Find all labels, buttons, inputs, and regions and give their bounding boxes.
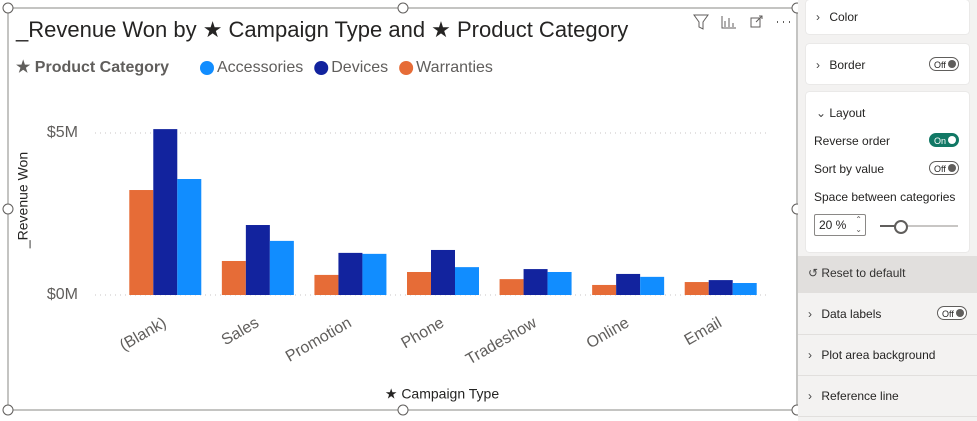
bar: [640, 276, 665, 295]
legend-title: ★ Product Category: [16, 59, 169, 76]
bar: [592, 284, 617, 295]
bar: [362, 253, 387, 295]
bar: [314, 274, 339, 295]
section-label: Border: [829, 58, 866, 72]
bar: [523, 269, 548, 295]
legend-label: Warranties: [416, 59, 493, 76]
bar: [431, 249, 455, 295]
x-axis-title: ★ Campaign Type: [385, 386, 499, 402]
toggle[interactable]: On: [929, 133, 959, 147]
option-label: Sort by value: [814, 162, 885, 176]
bar: [616, 273, 641, 295]
separator: [798, 416, 977, 417]
chart: _Revenue Won by ★ Campaign Type and ★ Pr…: [2, 2, 798, 416]
separator: [798, 334, 977, 335]
bar: [338, 252, 363, 295]
bar: [455, 267, 479, 295]
legend-label: Devices: [331, 59, 388, 76]
toggle[interactable]: Off: [929, 161, 959, 175]
visual-header-icons[interactable]: [693, 14, 790, 30]
y-tick-label: $5M: [47, 124, 78, 141]
section-label: Color: [829, 10, 859, 24]
legend-marker: [399, 61, 414, 75]
section-label[interactable]: Data labels: [821, 307, 882, 321]
bar: [153, 129, 178, 295]
bar: [245, 225, 270, 295]
bar: [269, 240, 294, 295]
section-label[interactable]: Reference line: [821, 389, 899, 403]
legend-label: Accessories: [217, 59, 303, 76]
slider-thumb[interactable]: [894, 220, 908, 234]
reset-label: Reset to default: [821, 266, 906, 280]
bar: [547, 271, 572, 295]
border-card[interactable]: › Border Off: [806, 44, 969, 84]
layout-card: ⌄ Layout Reverse order On Sort by value …: [806, 92, 969, 252]
legend-marker: [200, 61, 214, 75]
reset-band[interactable]: ↺ Reset to default: [798, 256, 977, 293]
bar: [732, 283, 757, 295]
slider-fill: [880, 225, 900, 227]
slider-track: [880, 225, 958, 227]
format-pane: › Color › Border Off ⌄ Layout Reverse or…: [798, 0, 977, 421]
toggle[interactable]: Off: [929, 57, 959, 71]
option-label: Space between categories: [814, 190, 956, 204]
bar: [708, 280, 733, 295]
toggle[interactable]: Off: [937, 306, 967, 320]
bar: [177, 179, 202, 295]
bar: [407, 271, 431, 295]
bar: [684, 282, 709, 295]
input-value: 20 %: [819, 218, 847, 232]
y-tick-label: $0M: [47, 286, 78, 303]
bar: [221, 260, 246, 295]
bar: [499, 279, 524, 295]
number-input[interactable]: 20 % ⌃ ⌄: [814, 214, 866, 236]
bar: [129, 190, 154, 295]
y-axis-title: _Revenue Won: [15, 152, 31, 249]
option-label: Reverse order: [814, 134, 891, 148]
color-card[interactable]: › Color: [806, 0, 969, 34]
chart-title: _Revenue Won by ★ Campaign Type and ★ Pr…: [15, 17, 628, 42]
reset-link[interactable]: ↺ Reset to default: [808, 266, 906, 280]
separator: [798, 375, 977, 376]
legend-marker: [314, 61, 329, 75]
section-label[interactable]: Plot area background: [821, 348, 936, 362]
selection-handles: [2, 2, 798, 416]
section-label[interactable]: Layout: [829, 106, 866, 120]
